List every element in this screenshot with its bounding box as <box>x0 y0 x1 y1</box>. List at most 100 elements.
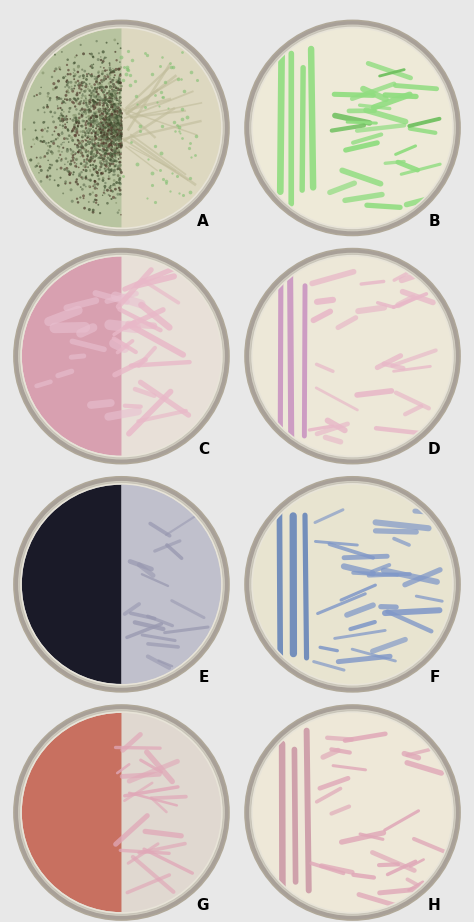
Point <box>98 110 106 124</box>
Point <box>116 112 124 126</box>
Point <box>116 129 124 144</box>
Point <box>104 112 112 126</box>
Point <box>98 75 106 89</box>
Point <box>90 89 98 104</box>
Point <box>117 127 125 142</box>
Point <box>118 118 125 133</box>
Point <box>75 116 83 131</box>
Point <box>118 121 125 136</box>
Point <box>116 139 123 154</box>
Point <box>67 100 75 115</box>
Point <box>81 142 89 157</box>
Point <box>91 149 99 164</box>
Point <box>108 142 115 157</box>
Point <box>80 71 87 86</box>
Point <box>105 110 112 124</box>
Point <box>80 96 87 111</box>
Point <box>115 120 123 135</box>
Point <box>96 155 104 170</box>
Point <box>63 74 70 89</box>
Point <box>87 151 95 166</box>
Point <box>100 128 107 143</box>
Point <box>117 133 125 148</box>
Point <box>107 148 114 163</box>
Point <box>56 118 64 133</box>
Point <box>45 143 53 158</box>
Point <box>113 119 121 134</box>
Point <box>82 89 89 103</box>
Point <box>100 185 108 200</box>
Point <box>117 118 124 133</box>
Point <box>94 138 101 153</box>
Point <box>88 86 95 100</box>
Point <box>88 68 95 83</box>
Point <box>115 110 123 124</box>
Point <box>82 160 89 174</box>
Point <box>95 65 102 79</box>
Point <box>45 136 53 150</box>
Point <box>105 125 112 140</box>
Point <box>115 118 123 133</box>
Point <box>115 105 123 120</box>
Point <box>98 126 106 141</box>
Point <box>102 159 110 173</box>
Point <box>117 112 125 127</box>
Point <box>77 146 85 160</box>
Point <box>81 141 88 156</box>
Point <box>108 124 115 138</box>
Point <box>85 125 92 140</box>
Point <box>108 100 116 114</box>
Point <box>82 127 89 142</box>
Point <box>112 121 119 136</box>
Point <box>116 116 124 131</box>
Point <box>44 89 52 104</box>
Point <box>46 92 54 107</box>
Point <box>118 125 125 140</box>
Point <box>87 99 95 113</box>
Point <box>117 150 125 165</box>
Point <box>100 85 107 100</box>
Point <box>108 119 115 134</box>
Point <box>34 133 42 148</box>
Point <box>118 137 125 152</box>
Point <box>117 95 124 110</box>
Point <box>77 84 85 99</box>
Point <box>103 100 111 115</box>
Point <box>98 157 105 171</box>
Point <box>107 153 115 168</box>
Point <box>110 177 118 192</box>
Point <box>104 117 112 132</box>
Point <box>116 106 124 121</box>
Point <box>59 113 66 128</box>
Point <box>108 115 115 130</box>
Point <box>58 126 66 141</box>
Point <box>95 132 103 147</box>
Point <box>87 105 95 120</box>
Point <box>99 65 107 79</box>
Point <box>96 154 104 169</box>
Point <box>108 164 115 179</box>
Point <box>92 159 100 173</box>
Point <box>109 124 117 139</box>
Point <box>102 120 109 135</box>
Point <box>111 146 118 160</box>
Point <box>113 119 120 134</box>
Point <box>93 143 101 158</box>
Point <box>100 103 107 118</box>
Point <box>117 120 125 135</box>
Point <box>108 137 115 152</box>
Point <box>41 149 49 164</box>
Point <box>111 104 118 119</box>
Point <box>109 109 117 124</box>
Point <box>113 154 121 169</box>
Point <box>62 120 69 135</box>
Point <box>93 182 101 196</box>
Point <box>91 136 99 151</box>
Point <box>31 136 38 151</box>
Point <box>117 126 124 141</box>
Point <box>116 122 123 136</box>
Point <box>116 132 124 147</box>
Point <box>106 137 114 152</box>
Point <box>118 121 125 136</box>
Point <box>105 162 113 177</box>
